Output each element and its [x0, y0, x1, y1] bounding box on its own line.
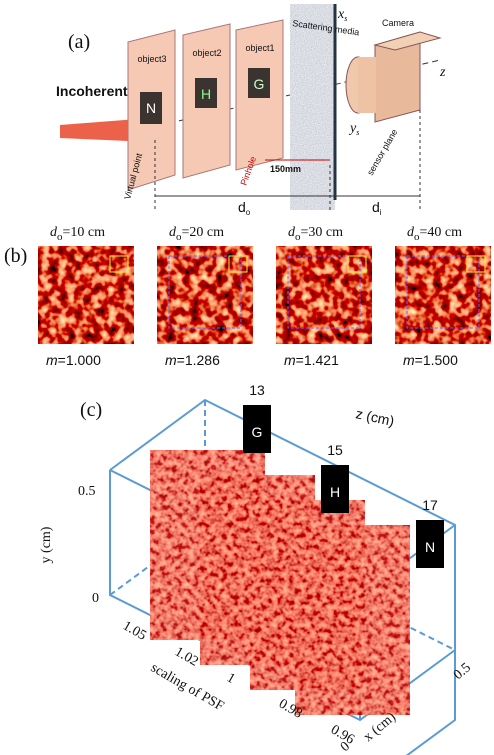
scale-axis-label: scaling of PSF — [148, 660, 226, 714]
distance-label: do=20 cm — [169, 225, 224, 243]
magnification-label: m=1.286 — [165, 352, 220, 368]
tag-letter: H — [330, 484, 340, 500]
distance-label: do=10 cm — [50, 225, 105, 243]
y-axis-label: y (cm) — [39, 526, 54, 563]
rest: =20 cm — [182, 225, 225, 240]
magnification-label: m=1.000 — [46, 352, 101, 368]
axis-xs: xs — [337, 7, 347, 23]
camera-label: Camera — [382, 18, 414, 28]
speckle-image — [38, 246, 134, 344]
tag-letter: N — [425, 539, 435, 555]
panel-label: (c) — [80, 399, 102, 421]
di-label: di — [372, 199, 382, 217]
panel-label: (a) — [68, 31, 90, 53]
object-label: object1 — [245, 43, 274, 53]
object-label: object3 — [137, 54, 166, 64]
scattering-media — [290, 4, 335, 210]
rest: =30 cm — [301, 225, 344, 240]
speckle-image — [395, 246, 491, 344]
m: m — [165, 352, 177, 368]
speckle-image — [276, 246, 372, 344]
axis-ys: ys — [348, 121, 359, 137]
do-label: do — [238, 199, 251, 217]
m: m — [284, 352, 296, 368]
distance-label: do=30 cm — [288, 225, 343, 243]
scale-tick-label: 1 — [224, 670, 238, 686]
figure: (a) Incoherent light Nobject3 Hobject2 G… — [0, 0, 494, 755]
z-tick-label: 17 — [422, 497, 438, 513]
y-tick-label: 0.5 — [78, 484, 96, 499]
scale-tick-label: 1.05 — [120, 618, 149, 643]
panel-label: (b) — [4, 245, 27, 267]
object-label: object2 — [192, 48, 221, 58]
rest: =1.500 — [415, 352, 458, 368]
y-tick-label: 0 — [92, 591, 99, 606]
sensor-plane-label: sensor plane — [365, 127, 399, 177]
distance-label: 150mm — [270, 164, 301, 174]
speckle-image — [157, 246, 253, 344]
z-tick-label: 15 — [327, 442, 343, 458]
z-tick-label: 13 — [249, 382, 265, 398]
letter: H — [201, 86, 211, 102]
tag-letter: G — [252, 424, 263, 440]
rest: =40 cm — [420, 225, 463, 240]
magnification-label: m=1.421 — [284, 352, 339, 368]
distance-label: do=40 cm — [407, 225, 462, 243]
magnification-label: m=1.500 — [403, 352, 458, 368]
z-axis-label: z (cm) — [354, 405, 395, 429]
rest: =1.000 — [58, 352, 101, 368]
m: m — [46, 352, 58, 368]
letter: G — [254, 76, 265, 92]
rest: =10 cm — [63, 225, 106, 240]
rest: =1.286 — [177, 352, 220, 368]
letter: N — [146, 100, 156, 116]
slices — [150, 450, 410, 715]
rest: =1.421 — [296, 352, 339, 368]
camera: Camera — [346, 18, 440, 122]
scale-tick-label: 1.02 — [172, 644, 201, 669]
m: m — [403, 352, 415, 368]
axis-z: z — [439, 65, 446, 80]
